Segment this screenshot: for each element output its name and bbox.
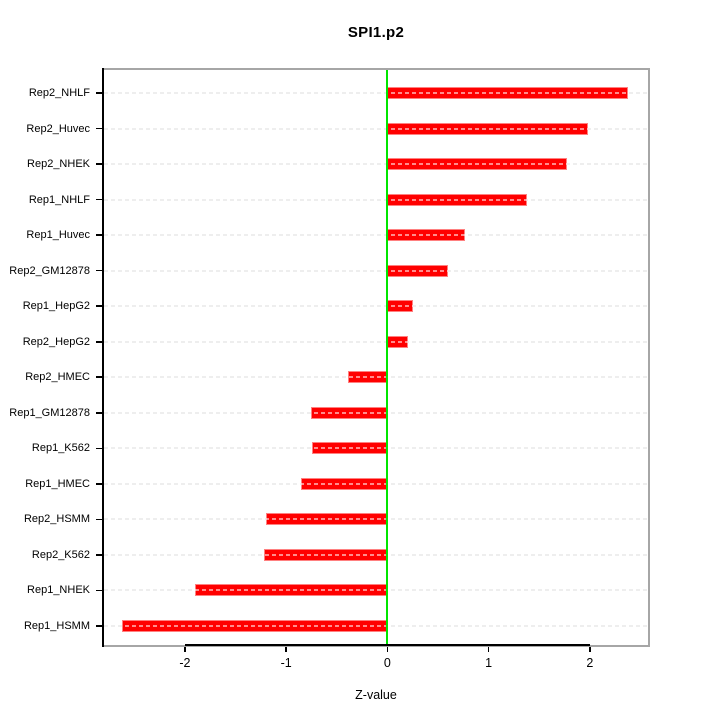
y-tick bbox=[96, 554, 104, 556]
category-label: Rep2_HSMM bbox=[23, 513, 90, 526]
x-tick bbox=[589, 645, 591, 652]
y-tick bbox=[96, 305, 104, 307]
x-tick bbox=[487, 645, 490, 652]
category-label: Rep2_HMEC bbox=[25, 371, 90, 384]
category-label: Rep1_NHLF bbox=[28, 193, 90, 206]
gridline bbox=[104, 198, 648, 201]
x-tick-label: 1 bbox=[485, 656, 493, 670]
gridline bbox=[104, 482, 648, 485]
gridline bbox=[104, 234, 648, 237]
x-tick-label: -2 bbox=[179, 656, 191, 670]
gridline bbox=[104, 127, 648, 130]
gridline bbox=[104, 269, 648, 272]
y-tick bbox=[96, 127, 104, 130]
gridline bbox=[104, 92, 648, 94]
category-label: Rep2_K562 bbox=[31, 548, 90, 561]
y-tick bbox=[96, 589, 104, 592]
category-label: Rep1_GM12878 bbox=[9, 406, 90, 419]
x-tick-label: -1 bbox=[280, 656, 292, 670]
gridline bbox=[104, 447, 648, 450]
zero-line bbox=[386, 70, 389, 645]
chart-title: SPI1.p2 bbox=[347, 24, 405, 41]
y-tick bbox=[96, 518, 104, 521]
gridline bbox=[104, 589, 648, 592]
gridline bbox=[104, 411, 648, 414]
category-label: Rep2_NHEK bbox=[27, 158, 90, 171]
y-tick bbox=[96, 92, 104, 94]
category-label: Rep1_HSMM bbox=[23, 620, 90, 632]
gridline bbox=[104, 340, 648, 343]
y-tick bbox=[96, 625, 104, 627]
gridline bbox=[104, 163, 648, 166]
x-axis-title: Z-value bbox=[355, 688, 397, 702]
category-label: Rep2_Huvec bbox=[26, 122, 90, 135]
y-tick bbox=[96, 483, 104, 485]
y-tick bbox=[96, 269, 104, 272]
x-axis-line bbox=[184, 643, 590, 646]
x-tick bbox=[184, 645, 186, 652]
gridline bbox=[104, 518, 648, 521]
y-tick bbox=[96, 412, 104, 414]
x-tick bbox=[285, 645, 287, 652]
x-tick bbox=[386, 645, 389, 652]
category-label: Rep2_HepG2 bbox=[22, 335, 90, 348]
y-tick bbox=[96, 376, 104, 379]
gridline bbox=[104, 553, 648, 556]
x-tick-label: 0 bbox=[383, 656, 391, 670]
category-label: Rep2_GM12878 bbox=[9, 264, 90, 277]
plot-area bbox=[102, 68, 650, 647]
y-tick bbox=[96, 198, 104, 201]
category-label: Rep1_Huvec bbox=[26, 229, 90, 242]
category-label: Rep1_HepG2 bbox=[22, 300, 90, 313]
y-axis-line bbox=[102, 68, 104, 647]
category-label: Rep2_NHLF bbox=[28, 87, 90, 99]
category-label: Rep1_K562 bbox=[31, 442, 90, 455]
y-tick bbox=[96, 234, 104, 236]
gridline bbox=[104, 625, 648, 627]
category-label: Rep1_NHEK bbox=[27, 584, 90, 597]
y-tick bbox=[96, 340, 104, 343]
y-tick bbox=[96, 447, 104, 450]
y-tick bbox=[96, 163, 104, 165]
category-label: Rep1_HMEC bbox=[25, 477, 90, 490]
gridline bbox=[104, 376, 648, 379]
x-tick-label: 2 bbox=[586, 656, 594, 670]
gridline bbox=[104, 305, 648, 308]
